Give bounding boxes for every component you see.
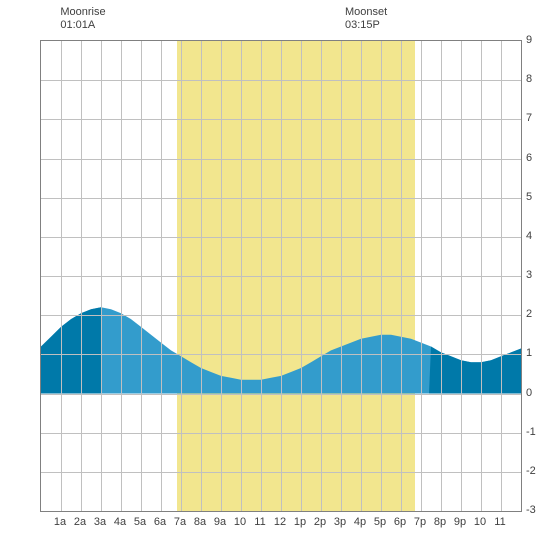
moonset-title: Moonset bbox=[345, 6, 387, 19]
x-tick-label: 7a bbox=[174, 516, 186, 528]
moonrise-title: Moonrise bbox=[60, 6, 105, 19]
grid-h bbox=[41, 198, 521, 199]
x-tick-label: 4a bbox=[114, 516, 126, 528]
moonset-label: Moonset 03:15P bbox=[345, 6, 387, 32]
grid-h bbox=[41, 119, 521, 120]
x-tick-label: 6a bbox=[154, 516, 166, 528]
x-tick-label: 2p bbox=[314, 516, 326, 528]
grid-h bbox=[41, 472, 521, 473]
grid-h bbox=[41, 276, 521, 277]
x-tick-label: 7p bbox=[414, 516, 426, 528]
tide-area-night bbox=[41, 307, 101, 393]
grid-h bbox=[41, 80, 521, 81]
tide-chart: Moonrise 01:01A Moonset 03:15P -3-2-1012… bbox=[0, 0, 550, 550]
y-tick-label: 3 bbox=[526, 269, 546, 281]
x-tick-label: 2a bbox=[74, 516, 86, 528]
x-tick-label: 12 bbox=[274, 516, 286, 528]
y-tick-label: 4 bbox=[526, 230, 546, 242]
x-tick-label: 9a bbox=[214, 516, 226, 528]
moonrise-time: 01:01A bbox=[60, 19, 105, 32]
grid-h bbox=[41, 315, 521, 316]
moonrise-label: Moonrise 01:01A bbox=[60, 6, 105, 32]
y-tick-label: -2 bbox=[526, 465, 546, 477]
x-tick-label: 11 bbox=[494, 516, 505, 528]
x-tick-label: 5p bbox=[374, 516, 386, 528]
x-tick-label: 8a bbox=[194, 516, 206, 528]
x-tick-label: 3a bbox=[94, 516, 106, 528]
y-tick-label: 0 bbox=[526, 387, 546, 399]
y-tick-label: 5 bbox=[526, 191, 546, 203]
x-tick-label: 9p bbox=[454, 516, 466, 528]
y-tick-label: 6 bbox=[526, 152, 546, 164]
x-tick-label: 10 bbox=[474, 516, 486, 528]
moonset-time: 03:15P bbox=[345, 19, 387, 32]
x-tick-label: 6p bbox=[394, 516, 406, 528]
x-tick-label: 10 bbox=[234, 516, 246, 528]
y-tick-label: 8 bbox=[526, 73, 546, 85]
x-tick-label: 11 bbox=[254, 516, 265, 528]
x-tick-label: 1p bbox=[294, 516, 306, 528]
grid-h bbox=[41, 159, 521, 160]
x-tick-label: 8p bbox=[434, 516, 446, 528]
y-tick-label: 2 bbox=[526, 308, 546, 320]
y-tick-label: 9 bbox=[526, 34, 546, 46]
x-tick-label: 4p bbox=[354, 516, 366, 528]
grid-h bbox=[41, 354, 521, 355]
plot-area bbox=[40, 40, 522, 512]
y-tick-label: 7 bbox=[526, 112, 546, 124]
x-tick-label: 3p bbox=[334, 516, 346, 528]
x-tick-label: 5a bbox=[134, 516, 146, 528]
grid-h bbox=[41, 237, 521, 238]
y-tick-label: -3 bbox=[526, 504, 546, 516]
y-tick-label: -1 bbox=[526, 426, 546, 438]
x-tick-label: 1a bbox=[54, 516, 66, 528]
grid-h bbox=[41, 394, 521, 395]
y-tick-label: 1 bbox=[526, 347, 546, 359]
grid-h bbox=[41, 433, 521, 434]
